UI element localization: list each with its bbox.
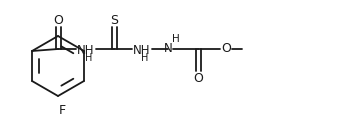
Text: O: O [193,71,203,84]
Text: H: H [172,34,180,44]
Text: H: H [85,53,93,63]
Text: H: H [141,53,149,63]
Text: F: F [58,104,65,116]
Text: O: O [53,14,63,26]
Text: N: N [164,43,172,55]
Text: O: O [221,43,231,55]
Text: NH: NH [77,44,95,58]
Text: S: S [110,14,118,26]
Text: NH: NH [133,44,151,58]
